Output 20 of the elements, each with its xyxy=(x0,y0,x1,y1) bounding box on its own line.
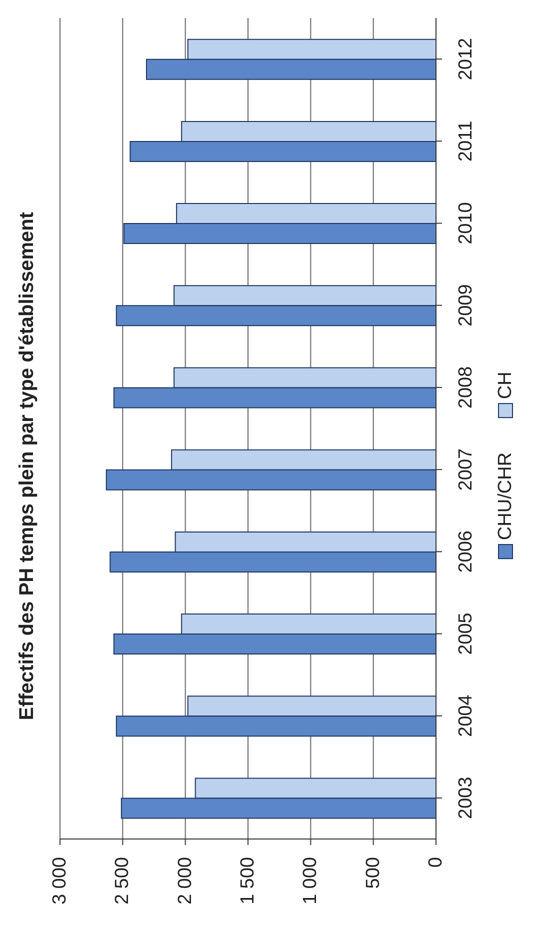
y-tick-label: 2010 xyxy=(456,202,476,244)
x-tick-label: 1 500 xyxy=(238,857,258,905)
y-tick-label: 2009 xyxy=(456,284,476,326)
y-tick-label: 2006 xyxy=(456,530,476,573)
y-tick-label: 2008 xyxy=(456,366,476,409)
x-tick-label: 3 000 xyxy=(50,857,70,905)
x-tick-label: 500 xyxy=(362,857,384,889)
y-tick-label: 2012 xyxy=(456,38,476,80)
text: CHU/CHR xyxy=(495,452,517,541)
y-tick-label: 2005 xyxy=(456,612,476,655)
text: Effectifs des PH temps plein par type d'établissement xyxy=(16,212,38,720)
x-tick-label: 2 000 xyxy=(174,857,196,905)
y-tick-label: 2003 xyxy=(456,776,476,820)
x-tick-label: 1 000 xyxy=(300,857,322,905)
y-tick-label: 2007 xyxy=(456,448,476,491)
x-tick-label: 0 xyxy=(426,857,446,868)
y-tick-label: 2011 xyxy=(456,120,476,162)
text: CH xyxy=(495,372,517,400)
y-tick-label: 2004 xyxy=(456,694,476,737)
x-tick-label: 2 500 xyxy=(112,857,134,905)
